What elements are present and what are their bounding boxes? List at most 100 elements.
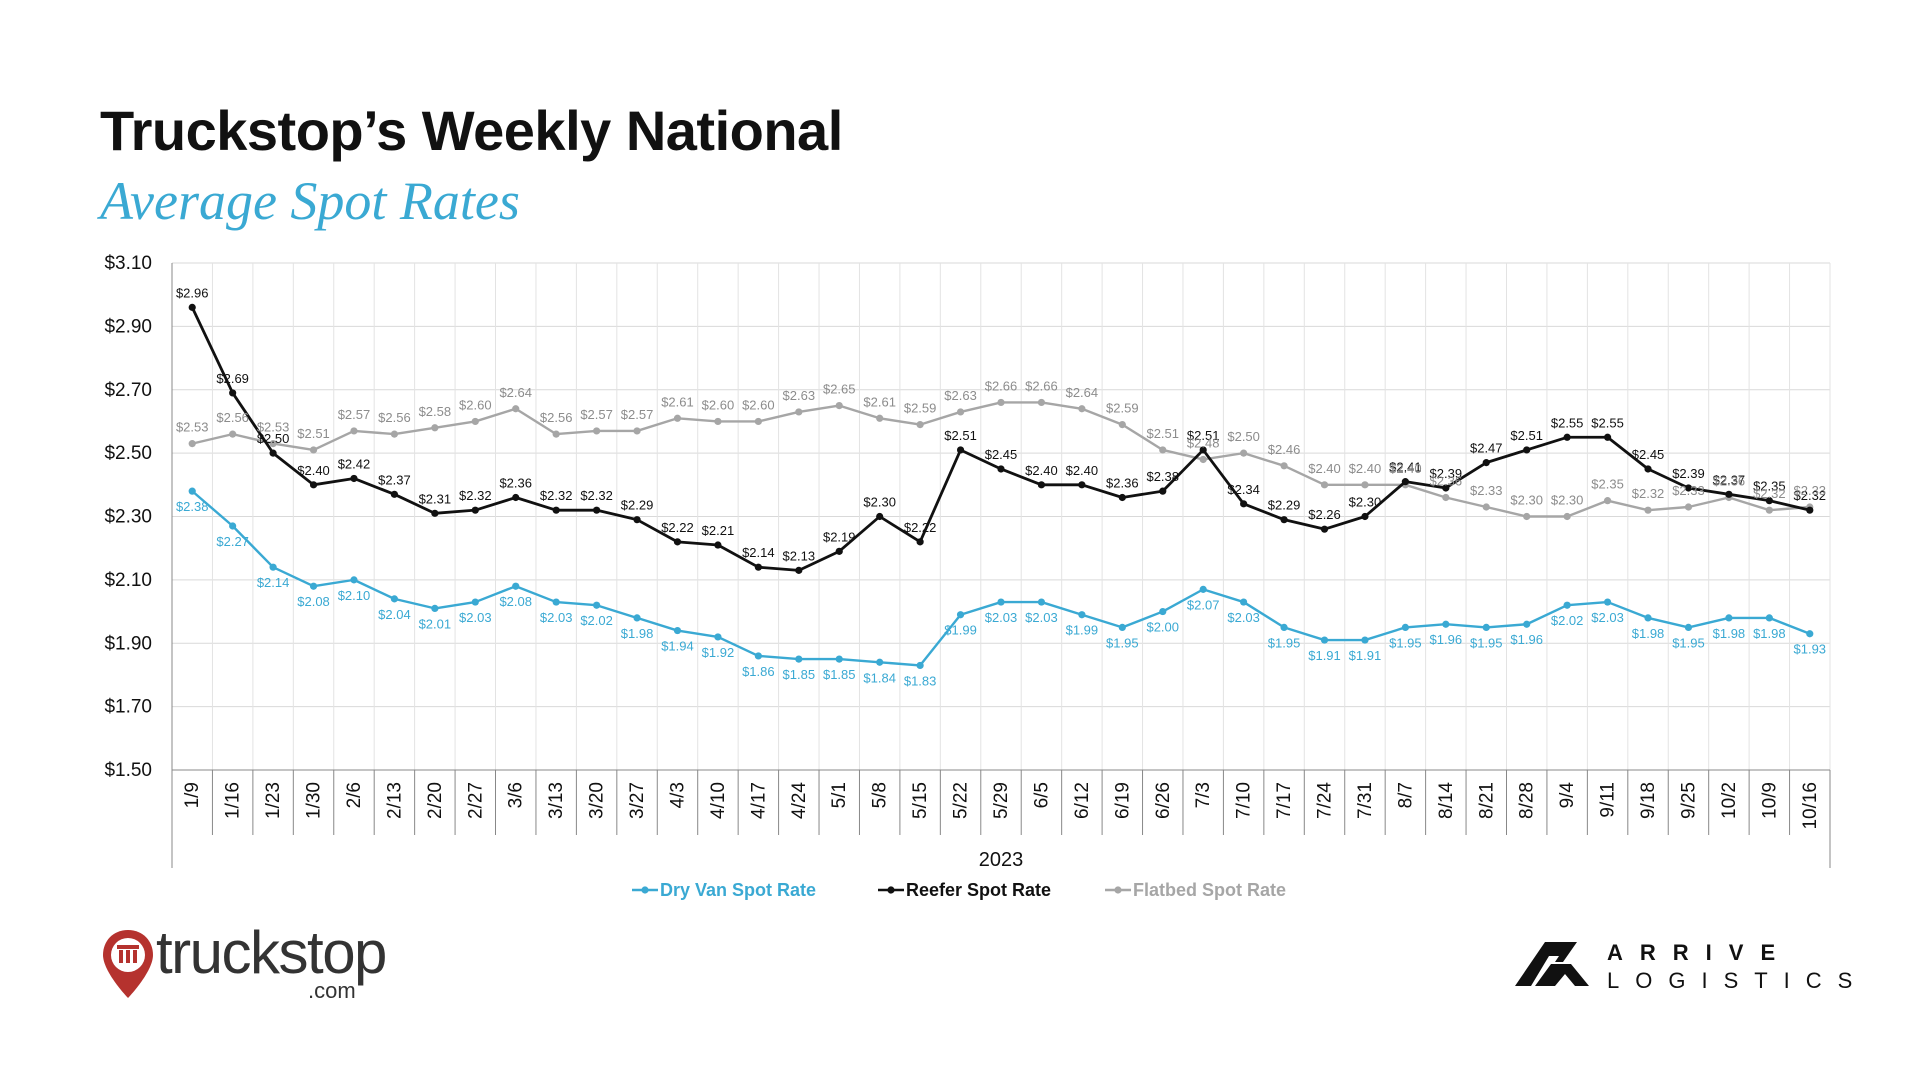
data-label: $2.51 [1146,426,1179,441]
data-point [633,516,641,524]
data-label: $1.95 [1672,635,1705,650]
data-point [754,563,762,571]
data-label: $2.03 [985,610,1018,625]
x-tick-label: 8/21 [1476,782,1497,819]
data-point [1320,525,1329,533]
x-tick-label: 10/16 [1800,782,1821,830]
data-point [714,633,722,641]
data-point [1482,623,1490,632]
data-label: $2.14 [257,575,290,590]
data-point [673,626,682,635]
data-point [1240,598,1248,606]
data-label: $2.32 [1794,488,1827,503]
data-point [916,538,924,546]
chart-subtitle: Average Spot Rates [100,171,520,231]
data-point [431,509,439,517]
data-point [956,408,965,416]
data-label: $2.57 [338,407,371,422]
x-tick-label: 9/25 [1678,782,1699,819]
data-point [1037,598,1046,606]
data-label: $2.35 [1753,479,1786,494]
data-label: $2.30 [1349,495,1382,510]
data-label: $2.55 [1551,415,1584,430]
data-label: $2.58 [419,404,452,419]
data-point [714,417,722,426]
data-point [1078,611,1086,619]
data-label: $1.86 [742,664,775,679]
data-label: $2.37 [378,472,411,487]
data-label: $2.56 [378,410,411,425]
data-point [1118,493,1126,502]
x-tick-label: 10/2 [1719,782,1740,819]
data-point [390,490,399,498]
data-label: $2.50 [257,431,290,446]
data-label: $2.66 [1025,378,1058,393]
arrive-logistics-logo: ARRIVE LOGISTICS [1515,940,1855,1010]
data-label: $2.27 [216,534,249,549]
data-label: $2.66 [985,378,1018,393]
truckstop-wordmark: truckstop [156,919,387,986]
data-label: $2.40 [1066,463,1099,478]
data-point [795,655,803,663]
data-label: $2.56 [540,410,573,425]
data-label: $2.40 [1389,461,1422,476]
x-tick-label: 9/11 [1598,782,1619,818]
data-label: $2.51 [1187,428,1220,443]
data-point [1442,484,1450,492]
x-tick-label: 2/27 [465,782,486,819]
data-point [1684,623,1693,632]
data-label: $1.96 [1510,632,1543,647]
data-label: $1.94 [661,639,694,654]
y-tick-label: $2.50 [104,443,152,464]
data-label: $2.38 [1146,469,1179,484]
y-tick-label: $2.90 [104,316,152,337]
data-label: $2.35 [1591,477,1624,492]
data-point [1806,630,1814,638]
data-label: $2.57 [621,407,654,422]
x-tick-label: 2/13 [384,782,405,819]
x-tick-label: 6/5 [1031,782,1052,808]
data-label: $2.60 [742,397,775,412]
data-label: $2.40 [1349,461,1382,476]
data-label: $2.61 [863,394,896,409]
data-label: $2.51 [297,426,330,441]
data-point [997,398,1005,407]
data-point [1118,623,1126,632]
x-tick-label: 6/26 [1153,782,1174,819]
data-point [350,474,358,483]
data-label: $2.47 [1470,441,1503,456]
data-label: $2.51 [944,428,977,443]
data-point [1644,465,1652,473]
data-point [1765,506,1773,514]
data-label: $2.45 [1632,447,1665,462]
data-point [431,424,439,432]
data-label: $2.50 [1227,429,1260,444]
data-point [1684,503,1693,511]
data-point [1523,620,1531,628]
data-label: $2.63 [944,388,977,403]
x-tick-label: 7/31 [1355,782,1376,819]
x-tick-label: 1/16 [223,782,244,819]
data-point [512,582,520,590]
data-point [1482,459,1490,467]
data-point [1037,481,1046,489]
data-point [229,522,237,530]
data-point [1240,449,1248,457]
x-tick-label: 1/23 [263,782,284,819]
data-point [835,547,843,555]
data-label: $2.48 [1187,435,1220,450]
data-point [229,389,237,397]
data-label: $1.98 [621,626,654,641]
data-label: $2.60 [702,397,735,412]
data-label: $2.33 [1672,483,1705,498]
data-point [1401,623,1409,632]
data-label: $2.33 [1470,483,1503,498]
data-label: $2.03 [1591,610,1624,625]
data-label: $1.91 [1349,648,1382,663]
data-label: $2.32 [1632,486,1665,501]
x-tick-label: 5/15 [910,782,931,819]
data-point [1159,446,1167,454]
logistics-wordmark: LOGISTICS [1607,968,1869,993]
data-label: $1.95 [1106,635,1139,650]
data-label: $2.29 [1268,498,1301,513]
